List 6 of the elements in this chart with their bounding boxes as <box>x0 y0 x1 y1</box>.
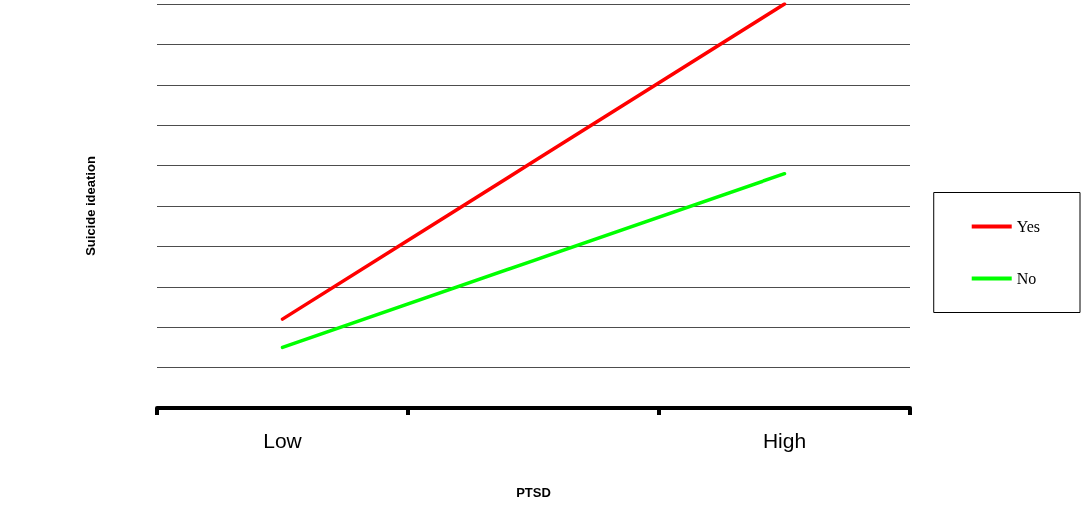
x-axis-title: PTSD <box>516 485 551 500</box>
y-axis-title: Suicide ideation <box>83 156 98 256</box>
legend-label: No <box>1016 270 1037 287</box>
x-tick-label: High <box>762 429 807 452</box>
x-tick-label: Low <box>263 429 303 452</box>
legend-label: Yes <box>1016 218 1040 235</box>
